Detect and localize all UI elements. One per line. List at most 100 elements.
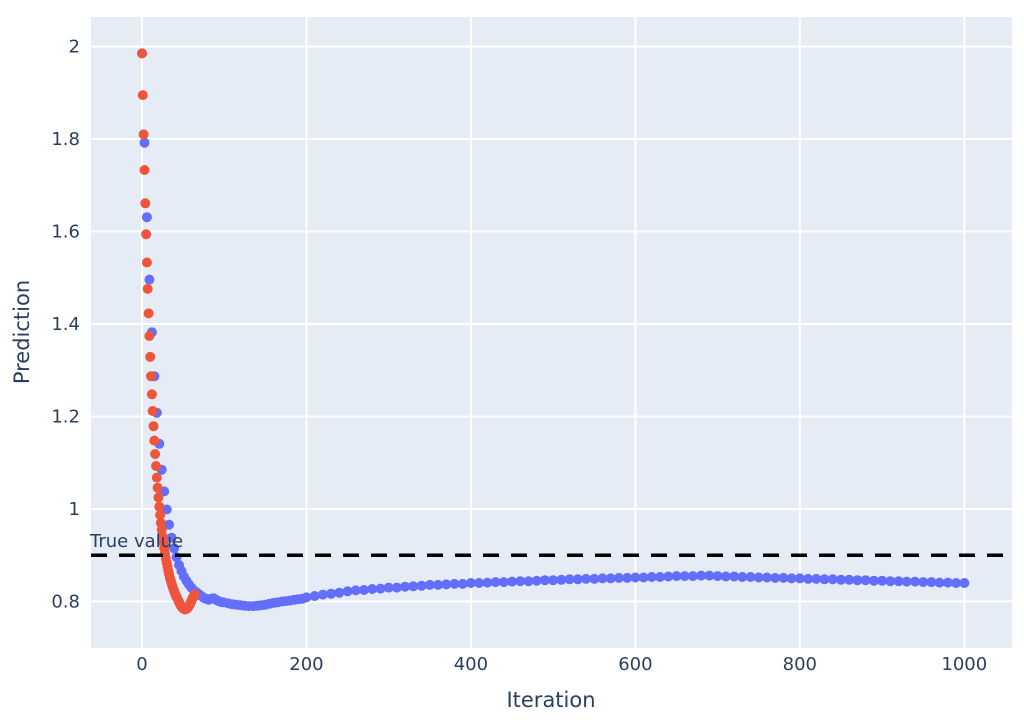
data-point xyxy=(638,572,649,583)
data-point xyxy=(852,575,863,586)
data-point xyxy=(507,576,517,587)
data-point xyxy=(326,588,337,599)
data-point xyxy=(169,543,180,554)
data-point xyxy=(605,573,616,584)
data-point xyxy=(745,572,756,582)
data-point xyxy=(141,229,152,240)
data-point xyxy=(819,574,830,585)
data-point xyxy=(189,589,200,600)
data-point xyxy=(342,586,353,597)
x-tick-label: 800 xyxy=(783,654,817,675)
data-point xyxy=(146,389,157,400)
data-point xyxy=(770,572,781,583)
data-point xyxy=(441,579,452,590)
data-point xyxy=(154,501,165,512)
data-point xyxy=(139,165,150,175)
data-point xyxy=(704,570,715,581)
data-point xyxy=(138,129,149,140)
data-point xyxy=(712,571,723,582)
y-axis-title: Prediction xyxy=(10,279,34,385)
data-point xyxy=(959,578,970,588)
data-point xyxy=(416,580,427,591)
data-point xyxy=(147,406,158,416)
data-point xyxy=(143,308,154,319)
true-value-annotation: True value xyxy=(90,531,184,552)
data-point xyxy=(836,574,846,585)
x-tick-label: 400 xyxy=(454,654,488,675)
data-point xyxy=(877,575,888,586)
data-point xyxy=(145,351,156,362)
data-point xyxy=(630,572,641,583)
data-point xyxy=(539,575,550,586)
data-point xyxy=(893,576,904,587)
data-point xyxy=(720,571,731,582)
data-point xyxy=(152,482,163,493)
x-axis-title: Iteration xyxy=(506,688,596,712)
data-point xyxy=(465,578,476,588)
series-red-points xyxy=(137,48,200,615)
data-point xyxy=(926,577,937,588)
data-point xyxy=(901,576,912,587)
data-point xyxy=(301,592,312,603)
data-point xyxy=(827,574,838,585)
x-tick-label: 200 xyxy=(289,654,323,675)
data-point xyxy=(794,573,805,584)
data-point xyxy=(142,283,153,294)
data-point xyxy=(490,577,501,588)
data-point xyxy=(150,449,161,459)
data-point xyxy=(449,578,460,589)
data-point xyxy=(148,421,159,432)
data-point xyxy=(164,519,175,530)
gridlines xyxy=(91,17,1012,648)
data-point xyxy=(334,587,345,598)
data-point xyxy=(153,492,164,503)
data-point xyxy=(753,572,764,583)
data-point xyxy=(317,589,328,600)
data-point xyxy=(844,574,855,585)
data-point xyxy=(408,581,419,592)
data-point xyxy=(737,572,748,582)
y-tick-label: 2 xyxy=(69,37,80,58)
data-point xyxy=(556,574,567,585)
data-point xyxy=(597,573,608,584)
data-point xyxy=(646,572,657,582)
data-point xyxy=(868,575,879,586)
data-point xyxy=(622,572,633,583)
data-point xyxy=(141,212,152,223)
y-tick-label: 1.4 xyxy=(51,314,80,335)
data-point xyxy=(375,583,386,594)
data-point xyxy=(860,575,871,586)
data-point xyxy=(146,371,156,382)
data-point xyxy=(433,579,443,590)
x-tick-label: 1000 xyxy=(941,654,987,675)
data-point xyxy=(144,274,155,285)
data-point xyxy=(350,585,361,596)
tick-labels: 0 200 400 600 800 1000 0.8 1 1.2 1.4 1.6 1.8 2 xyxy=(51,37,987,675)
data-point xyxy=(613,572,624,583)
data-point xyxy=(564,574,575,585)
data-point xyxy=(671,571,682,582)
data-point xyxy=(515,576,526,587)
data-point xyxy=(918,577,929,588)
data-point xyxy=(934,577,945,588)
y-tick-label: 1.6 xyxy=(51,222,80,243)
data-point xyxy=(367,584,378,594)
data-point xyxy=(140,198,151,209)
data-point xyxy=(149,435,160,446)
data-point xyxy=(803,573,814,584)
data-point xyxy=(498,577,509,588)
data-point xyxy=(942,577,953,588)
data-point xyxy=(309,591,320,601)
data-point xyxy=(655,572,665,582)
data-point xyxy=(572,574,583,585)
data-point xyxy=(531,575,542,586)
data-point xyxy=(137,48,147,59)
data-point xyxy=(457,578,468,589)
data-point xyxy=(155,510,166,520)
x-tick-label: 0 xyxy=(136,654,147,675)
data-point xyxy=(400,581,411,592)
data-point xyxy=(359,585,369,595)
data-point xyxy=(589,573,600,584)
series-blue-points xyxy=(137,48,970,612)
